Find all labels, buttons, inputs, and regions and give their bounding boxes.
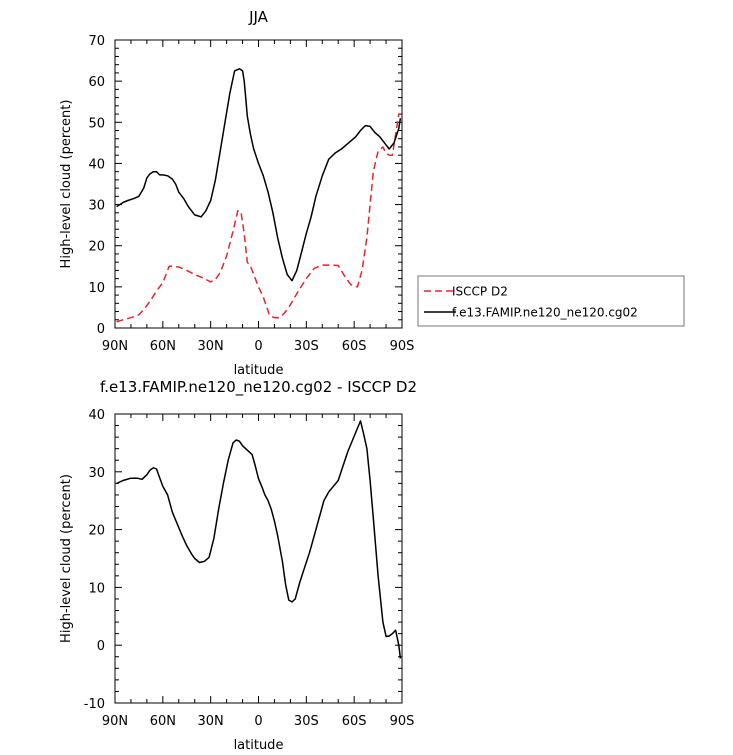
series-line-f-e13-famip-ne120-ne120-cg02 [116,68,402,282]
x-tick-label: 0 [254,339,262,354]
chart-bottom: f.e13.FAMIP.ne120_ne120.cg02 - ISCCP D2 … [59,378,417,753]
y-tick-label: 50 [88,116,105,131]
chart-top-series [116,68,402,323]
series-line-isccp-d2 [116,113,401,323]
y-tick-label: 30 [88,199,105,214]
chart-bottom-y-axis-label: High-level cloud (percent) [59,474,74,643]
x-tick-label: 90S [390,339,415,354]
chart-top-x-axis-label: latitude [234,363,284,378]
chart-top-legend: ISCCP D2 f.e13.FAMIP.ne120_ne120.cg02 [417,275,685,327]
x-tick-label: 90N [102,339,128,354]
chart-bottom-x-axis-label: latitude [234,738,284,753]
chart-top-y-axis-label: High-level cloud (percent) [59,100,74,269]
chart-top-title: JJA [248,8,269,26]
y-tick-label: 20 [88,524,105,539]
x-tick-label: 30N [198,714,224,729]
x-tick-label: 30N [198,339,224,354]
y-tick-label: 10 [88,581,105,596]
y-tick-label: 20 [88,240,105,255]
legend-box [417,275,685,327]
y-tick-label: 70 [88,34,105,49]
chart-bottom-ticks: 90N 60N 30N 0 30S 60S 90S -10 0 10 20 30 40 [84,408,415,729]
y-tick-label: 0 [97,322,105,337]
y-tick-label: 0 [97,639,105,654]
chart-bottom-series [116,420,402,659]
y-tick-label: 40 [88,157,105,172]
y-tick-label: 60 [88,75,105,90]
chart-bottom-title: f.e13.FAMIP.ne120_ne120.cg02 - ISCCP D2 [100,378,417,397]
legend-entry-isccp-d2: ISCCP D2 [452,285,508,299]
x-tick-label: 90S [390,714,415,729]
x-tick-label: 60S [342,339,367,354]
x-tick-label: 30S [294,339,319,354]
y-tick-label: 40 [88,408,105,423]
y-tick-label: 30 [88,466,105,481]
x-tick-label: 60N [150,714,176,729]
x-tick-label: 30S [294,714,319,729]
x-tick-label: 60N [150,339,176,354]
x-tick-label: 90N [102,714,128,729]
chart-top-ticks: 90N 60N 30N 0 30S 60S 90S 0 10 20 30 40 50 60 70 [88,34,414,354]
chart-top-plot-frame [114,39,403,329]
series-line-difference [116,420,402,659]
y-tick-label: -10 [84,697,105,712]
y-tick-label: 10 [88,281,105,296]
chart-bottom-plot-frame [114,413,403,704]
x-tick-label: 0 [254,714,262,729]
legend-entry-model: f.e13.FAMIP.ne120_ne120.cg02 [452,306,638,320]
chart-top: JJA High-level cloud (percent) latitude … [59,8,685,378]
x-tick-label: 60S [342,714,367,729]
